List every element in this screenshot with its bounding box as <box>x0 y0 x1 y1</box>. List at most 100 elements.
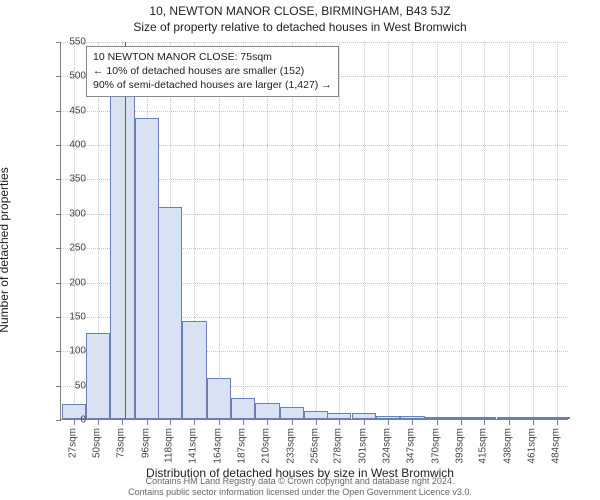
xtick-mark <box>412 420 413 425</box>
ytick-label: 50 <box>46 380 86 391</box>
chart-title-main: 10, NEWTON MANOR CLOSE, BIRMINGHAM, B43 … <box>0 4 600 18</box>
xtick-label: 278sqm <box>333 428 344 464</box>
xtick-mark <box>533 420 534 425</box>
histogram-bar <box>497 417 521 419</box>
xtick-mark <box>292 420 293 425</box>
xtick-mark <box>243 420 244 425</box>
ytick-label: 0 <box>46 415 86 426</box>
plot-area <box>60 42 568 420</box>
xtick-mark <box>364 420 365 425</box>
gridline-h <box>61 42 568 43</box>
gridline-v <box>316 42 317 419</box>
gridline-v <box>219 42 220 419</box>
gridline-v <box>267 42 268 419</box>
xtick-label: 73sqm <box>116 428 127 458</box>
xtick-label: 50sqm <box>92 428 103 458</box>
gridline-v <box>364 42 365 419</box>
reference-line <box>125 42 126 419</box>
histogram-bar <box>158 207 182 419</box>
xtick-mark <box>147 420 148 425</box>
xtick-label: 438sqm <box>502 428 513 464</box>
xtick-mark <box>509 420 510 425</box>
xtick-mark <box>388 420 389 425</box>
gridline-v <box>461 42 462 419</box>
xtick-label: 301sqm <box>357 428 368 464</box>
xtick-label: 164sqm <box>212 428 223 464</box>
histogram-bar <box>425 417 449 419</box>
gridline-v <box>557 42 558 419</box>
ytick-label: 100 <box>46 346 86 357</box>
xtick-label: 96sqm <box>140 428 151 458</box>
ytick-label: 250 <box>46 243 86 254</box>
histogram-bar <box>352 413 376 419</box>
histogram-bar <box>545 417 569 419</box>
gridline-v <box>484 42 485 419</box>
histogram-bar <box>521 417 545 419</box>
footer-line-2: Contains public sector information licen… <box>0 487 600 498</box>
annotation-line: 10 NEWTON MANOR CLOSE: 75sqm <box>93 50 332 64</box>
xtick-label: 27sqm <box>67 428 78 458</box>
xtick-mark <box>557 420 558 425</box>
annotation-box: 10 NEWTON MANOR CLOSE: 75sqm← 10% of det… <box>86 46 339 97</box>
xtick-mark <box>437 420 438 425</box>
histogram-bar <box>472 417 496 419</box>
xtick-label: 118sqm <box>164 428 175 463</box>
histogram-bar <box>304 411 328 419</box>
histogram-bar <box>86 333 110 419</box>
chart-area: 10 NEWTON MANOR CLOSE: 75sqm← 10% of det… <box>60 42 568 420</box>
gridline-v <box>339 42 340 419</box>
xtick-mark <box>484 420 485 425</box>
footer-line-1: Contains HM Land Registry data © Crown c… <box>0 476 600 487</box>
xtick-mark <box>316 420 317 425</box>
histogram-bar <box>231 398 255 419</box>
xtick-label: 370sqm <box>430 428 441 464</box>
ytick-label: 350 <box>46 174 86 185</box>
histogram-bar <box>449 417 473 419</box>
xtick-label: 141sqm <box>188 428 199 464</box>
histogram-bar <box>327 413 351 419</box>
attribution-footer: Contains HM Land Registry data © Crown c… <box>0 476 600 498</box>
xtick-label: 461sqm <box>527 428 538 464</box>
xtick-label: 256sqm <box>310 428 321 464</box>
xtick-mark <box>339 420 340 425</box>
histogram-bar <box>207 378 231 419</box>
xtick-label: 210sqm <box>261 428 272 464</box>
xtick-mark <box>461 420 462 425</box>
histogram-bar <box>376 416 400 419</box>
annotation-line: 90% of semi-detached houses are larger (… <box>93 78 332 92</box>
annotation-line: ← 10% of detached houses are smaller (15… <box>93 64 332 78</box>
xtick-mark <box>267 420 268 425</box>
ytick-label: 150 <box>46 311 86 322</box>
ytick-label: 400 <box>46 140 86 151</box>
chart-title-block: 10, NEWTON MANOR CLOSE, BIRMINGHAM, B43 … <box>0 0 600 34</box>
xtick-label: 187sqm <box>237 428 248 464</box>
xtick-mark <box>98 420 99 425</box>
xtick-mark <box>170 420 171 425</box>
xtick-label: 324sqm <box>382 428 393 464</box>
ytick-label: 500 <box>46 71 86 82</box>
gridline-v <box>509 42 510 419</box>
xtick-label: 233sqm <box>285 428 296 464</box>
xtick-label: 347sqm <box>406 428 417 464</box>
gridline-v <box>292 42 293 419</box>
xtick-mark <box>194 420 195 425</box>
histogram-bar <box>110 81 134 419</box>
xtick-mark <box>219 420 220 425</box>
y-axis-label: Number of detached properties <box>0 85 11 250</box>
gridline-v <box>388 42 389 419</box>
histogram-bar <box>182 321 206 419</box>
gridline-v <box>243 42 244 419</box>
gridline-v <box>412 42 413 419</box>
chart-title-sub: Size of property relative to detached ho… <box>0 20 600 34</box>
ytick-label: 550 <box>46 37 86 48</box>
ytick-label: 200 <box>46 277 86 288</box>
gridline-v <box>533 42 534 419</box>
histogram-bar <box>135 118 159 419</box>
histogram-bar <box>280 407 304 419</box>
xtick-label: 415sqm <box>478 428 489 464</box>
ytick-label: 300 <box>46 208 86 219</box>
gridline-v <box>74 42 75 419</box>
xtick-mark <box>122 420 123 425</box>
gridline-v <box>437 42 438 419</box>
xtick-label: 484sqm <box>551 428 562 464</box>
